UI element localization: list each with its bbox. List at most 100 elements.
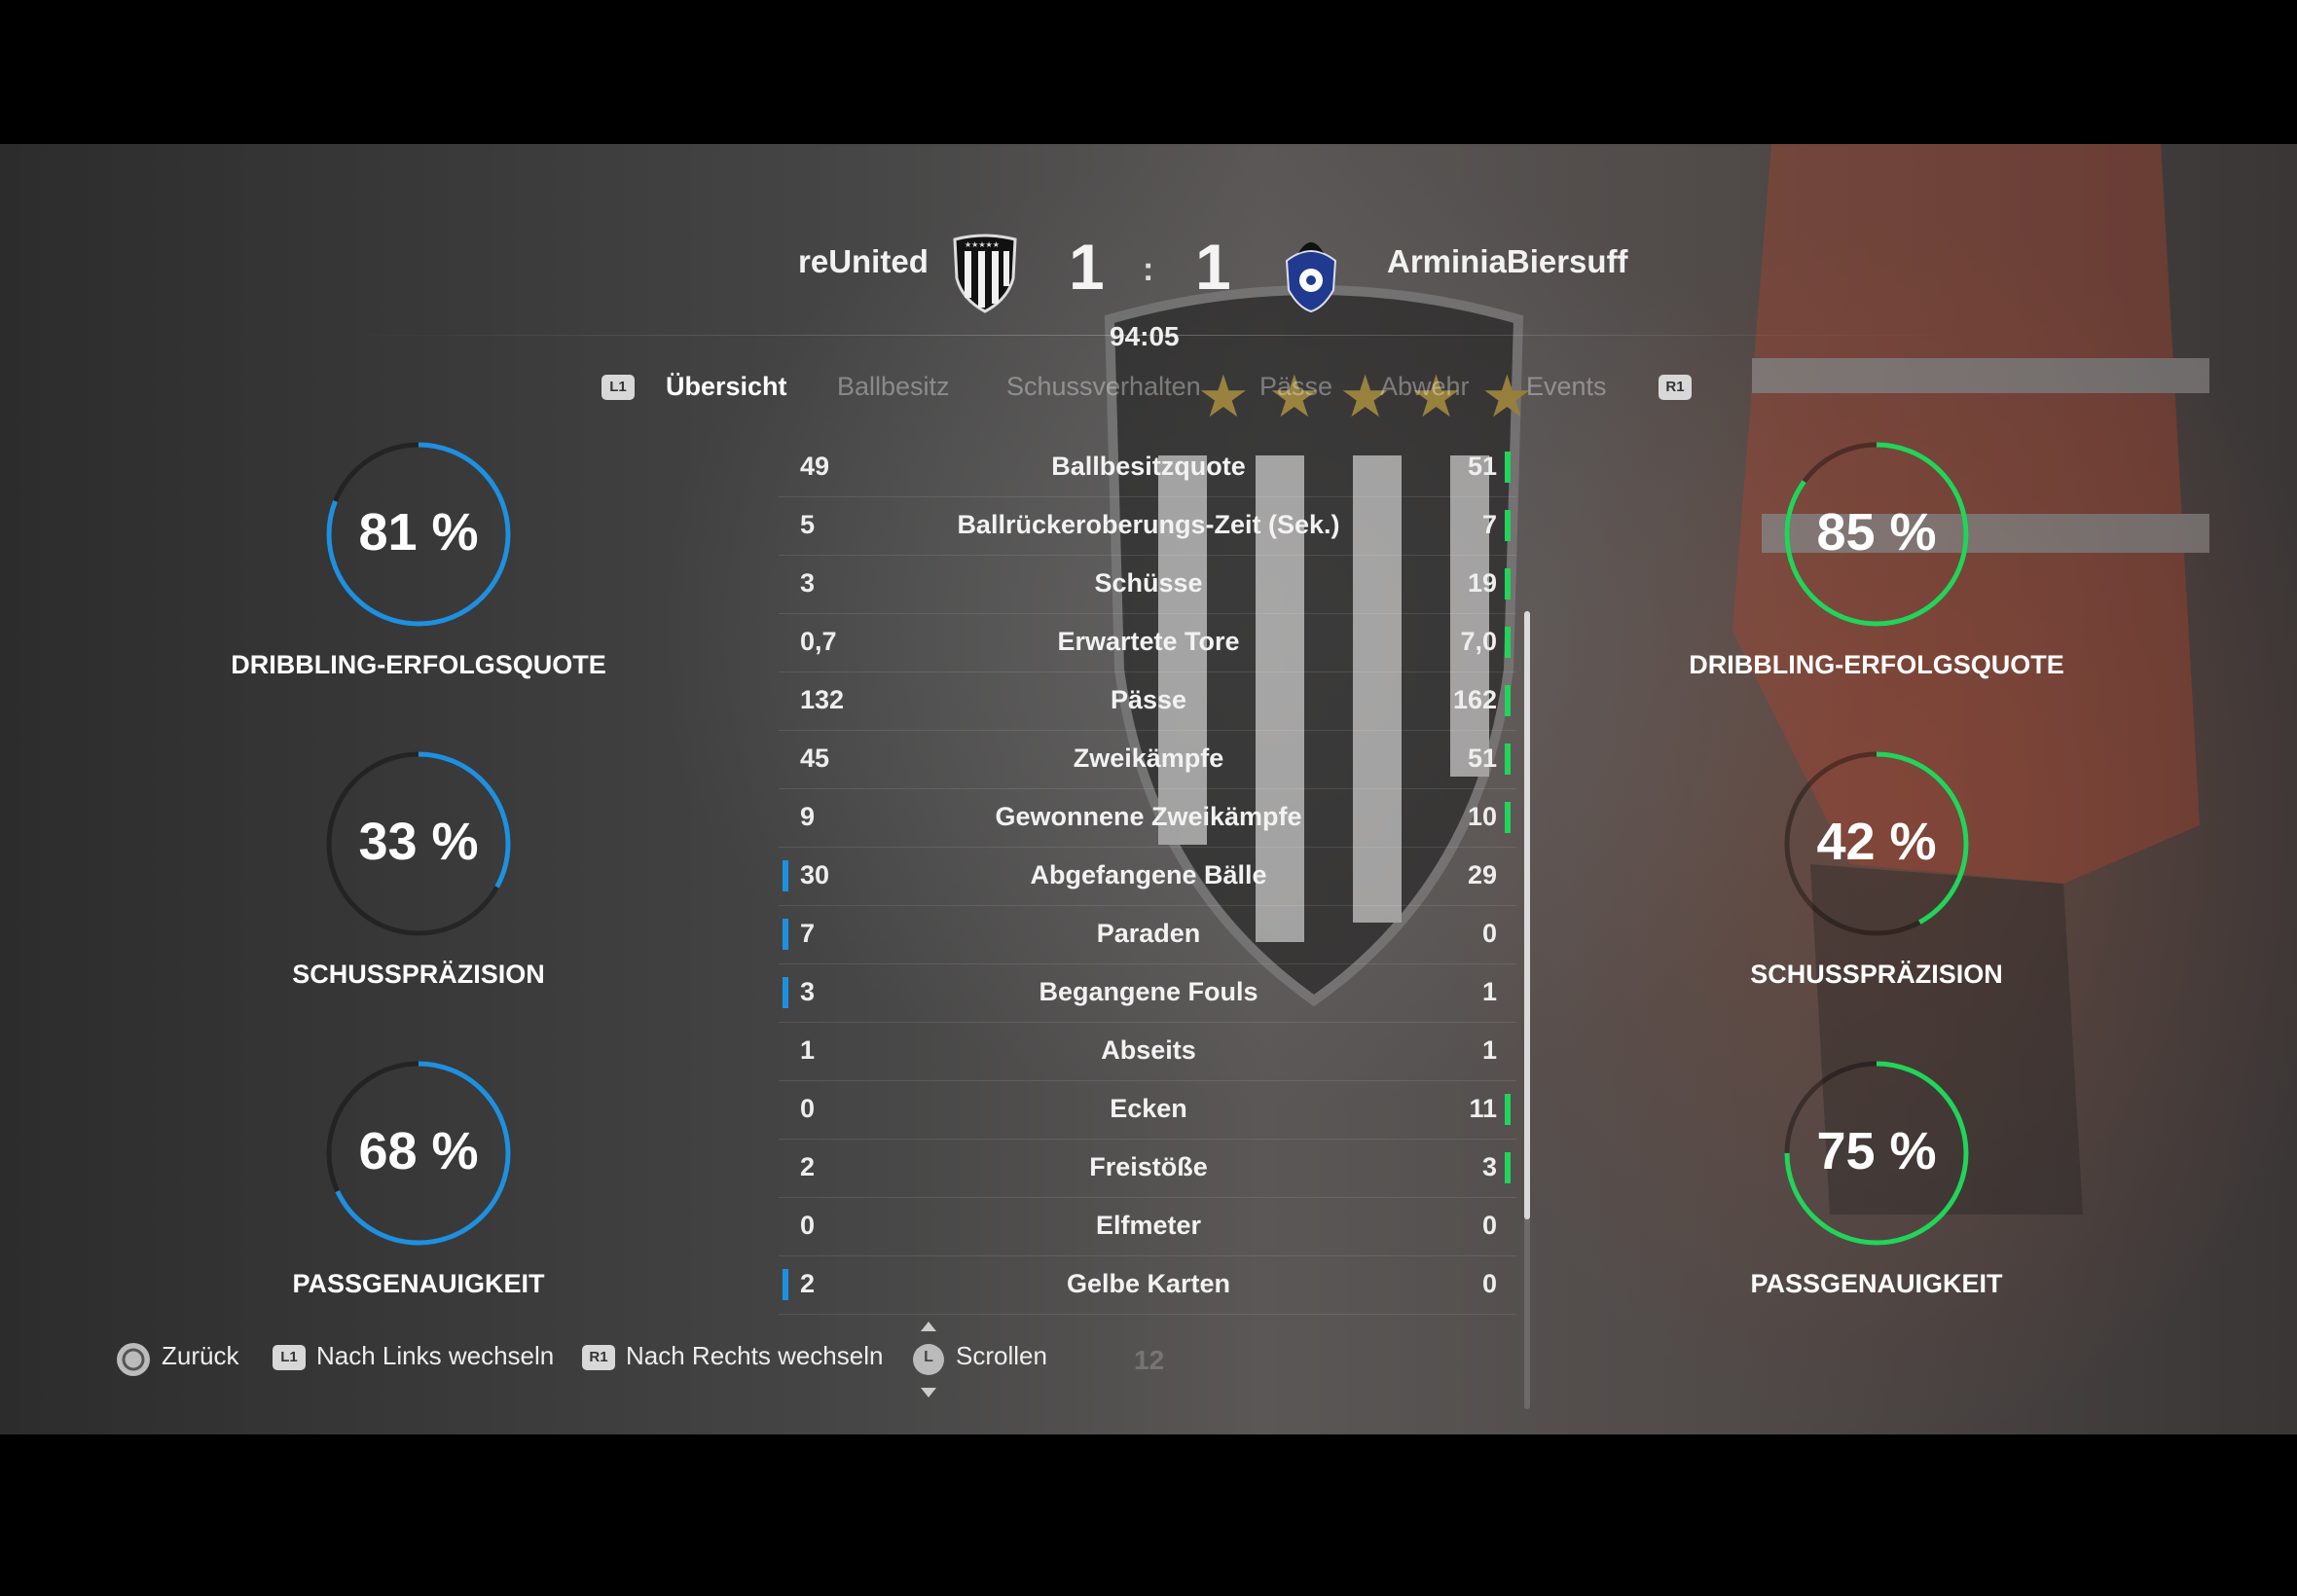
home-value: 3 (800, 977, 816, 1006)
ring-label: DRIBBLING-ERFOLGSQUOTE (1689, 650, 2064, 679)
ring-label: PASSGENAUIGKEIT (1750, 1269, 2003, 1298)
ring-label: SCHUSSPRÄZISION (1750, 960, 2003, 989)
match-header: reUnited ★★★★★ 1 : 1 ArminiaBiersuff 94:… (0, 183, 2297, 378)
home-value: 1 (800, 1035, 816, 1065)
ring-chart (1784, 442, 1969, 627)
away-leader-bar (1505, 685, 1511, 716)
page-number: 12 (1134, 1345, 1165, 1375)
away-value: 10 (1467, 802, 1497, 831)
switch-right-hint[interactable]: Nach Rechts wechseln (626, 1341, 884, 1370)
ring-value: 81 % (358, 503, 479, 562)
tab-ballbesitz[interactable]: Ballbesitz (837, 372, 950, 401)
score-separator: : (1143, 251, 1154, 288)
stat-name: Abseits (1101, 1035, 1196, 1065)
left-stick-icon (913, 1322, 944, 1397)
ring-label: SCHUSSPRÄZISION (292, 960, 545, 989)
l1-hint-icon: L1 (273, 1345, 306, 1370)
away-leader-bar (1505, 1152, 1511, 1183)
stat-name: Ballrückeroberungs-Zeit (Sek.) (957, 510, 1340, 539)
ring-arc (326, 442, 511, 627)
stats-table[interactable]: 49 Ballbesitzquote 51 5 Ballrückeroberungs-… (779, 438, 1518, 1434)
stat-name: Abgefangene Bälle (1030, 860, 1267, 889)
ring-chart (326, 442, 511, 627)
stat-name: Freistöße (1089, 1152, 1208, 1181)
home-shot-accuracy-ring: 33 % SCHUSSPRÄZISION (214, 751, 623, 1043)
stat-row: 0,7 Erwartete Tore 7,0 (779, 613, 1516, 672)
switch-left-hint[interactable]: Nach Links wechseln (316, 1341, 555, 1370)
stat-row: 2 Gelbe Karten 0 (779, 1255, 1516, 1315)
back-hint[interactable]: Zurück (162, 1341, 239, 1370)
home-team-name: reUnited (798, 243, 929, 279)
stat-name: Paraden (1096, 919, 1201, 948)
stat-name: Erwartete Tore (1057, 627, 1240, 656)
away-value: 51 (1467, 744, 1497, 773)
scroll-hint[interactable]: Scrollen (956, 1341, 1047, 1370)
away-value: 29 (1467, 860, 1497, 889)
away-score: 1 (1195, 231, 1231, 303)
stat-row: 0 Ecken 11 (779, 1080, 1516, 1140)
away-value: 0 (1481, 1269, 1497, 1298)
away-value: 0 (1481, 919, 1497, 948)
home-team-crest-icon: ★★★★★ (953, 234, 1017, 313)
away-leader-bar (1505, 1094, 1511, 1125)
stat-row: 30 Abgefangene Bälle 29 (779, 847, 1516, 906)
home-value: 2 (800, 1152, 816, 1181)
stats-tabs: L1 Übersicht Ballbesitz Schussverhalten … (0, 360, 2297, 418)
tab-abwehr[interactable]: Abwehr (1380, 372, 1470, 401)
stat-row: 5 Ballrückeroberungs-Zeit (Sek.) 7 (779, 496, 1516, 556)
r1-button-icon[interactable]: R1 (1659, 375, 1692, 400)
away-shot-accuracy-ring: 42 % SCHUSSPRÄZISION (1672, 751, 2081, 1043)
home-score: 1 (1069, 231, 1105, 303)
stat-name: Pässe (1110, 685, 1187, 714)
header-divider (341, 335, 1956, 336)
home-value: 0,7 (800, 627, 837, 656)
svg-text:★ ★ ★ ★ ★: ★ ★ ★ ★ ★ (1197, 363, 1533, 431)
away-value: 1 (1481, 1035, 1497, 1065)
away-value: 3 (1481, 1152, 1497, 1181)
button-hints: Zurück L1 Nach Links wechseln R1 Nach Re… (0, 1322, 2297, 1399)
home-pass-accuracy-ring: 68 % PASSGENAUIGKEIT (214, 1061, 623, 1353)
ring-arc (1784, 1061, 1969, 1246)
tab-events[interactable]: Events (1526, 372, 1607, 401)
away-value: 162 (1452, 685, 1497, 714)
ring-chart (326, 1061, 511, 1246)
ring-chart (326, 751, 511, 936)
tab-paesse[interactable]: Pässe (1259, 372, 1333, 401)
ring-value: 75 % (1816, 1122, 1937, 1180)
circle-button-icon[interactable] (115, 1341, 152, 1378)
stat-row: 9 Gewonnene Zweikämpfe 10 (779, 788, 1516, 848)
away-leader-bar (1505, 452, 1511, 483)
l1-button-icon[interactable]: L1 (602, 375, 635, 400)
home-value: 49 (800, 452, 830, 481)
stat-row: 2 Freistöße 3 (779, 1139, 1516, 1198)
stat-name: Schüsse (1094, 568, 1203, 598)
home-value: 0 (800, 1094, 816, 1123)
away-leader-bar (1505, 627, 1511, 658)
away-value: 1 (1481, 977, 1497, 1006)
tab-schussverhalten[interactable]: Schussverhalten (1006, 372, 1201, 401)
away-value: 11 (1469, 1094, 1497, 1123)
away-value: 7 (1481, 510, 1497, 539)
away-pass-accuracy-ring: 75 % PASSGENAUIGKEIT (1672, 1061, 2081, 1353)
ring-label: DRIBBLING-ERFOLGSQUOTE (231, 650, 606, 679)
away-team-crest-icon (1285, 242, 1337, 313)
svg-text:★★★★★: ★★★★★ (965, 240, 1000, 249)
stat-row: 3 Begangene Fouls 1 (779, 963, 1516, 1023)
stat-row: 7 Paraden 0 (779, 905, 1516, 964)
home-value: 2 (800, 1269, 816, 1298)
stat-name: Ballbesitzquote (1051, 452, 1246, 481)
scrollbar-thumb[interactable] (1524, 611, 1530, 1219)
home-value: 45 (800, 744, 830, 773)
home-leader-bar (783, 1269, 788, 1300)
stat-name: Ecken (1110, 1094, 1187, 1123)
match-time: 94:05 (1110, 321, 1180, 351)
ring-chart (1784, 1061, 1969, 1246)
tab-uebersicht[interactable]: Übersicht (666, 372, 787, 401)
r1-hint-icon: R1 (582, 1345, 615, 1370)
home-leader-bar (783, 977, 788, 1008)
ring-label: PASSGENAUIGKEIT (292, 1269, 545, 1298)
ring-arc (1784, 442, 1969, 627)
background-crest-icon: ★ ★ ★ ★ ★ (1104, 285, 1533, 1007)
stat-row: 1 Abseits 1 (779, 1022, 1516, 1081)
home-leader-bar (783, 919, 788, 950)
